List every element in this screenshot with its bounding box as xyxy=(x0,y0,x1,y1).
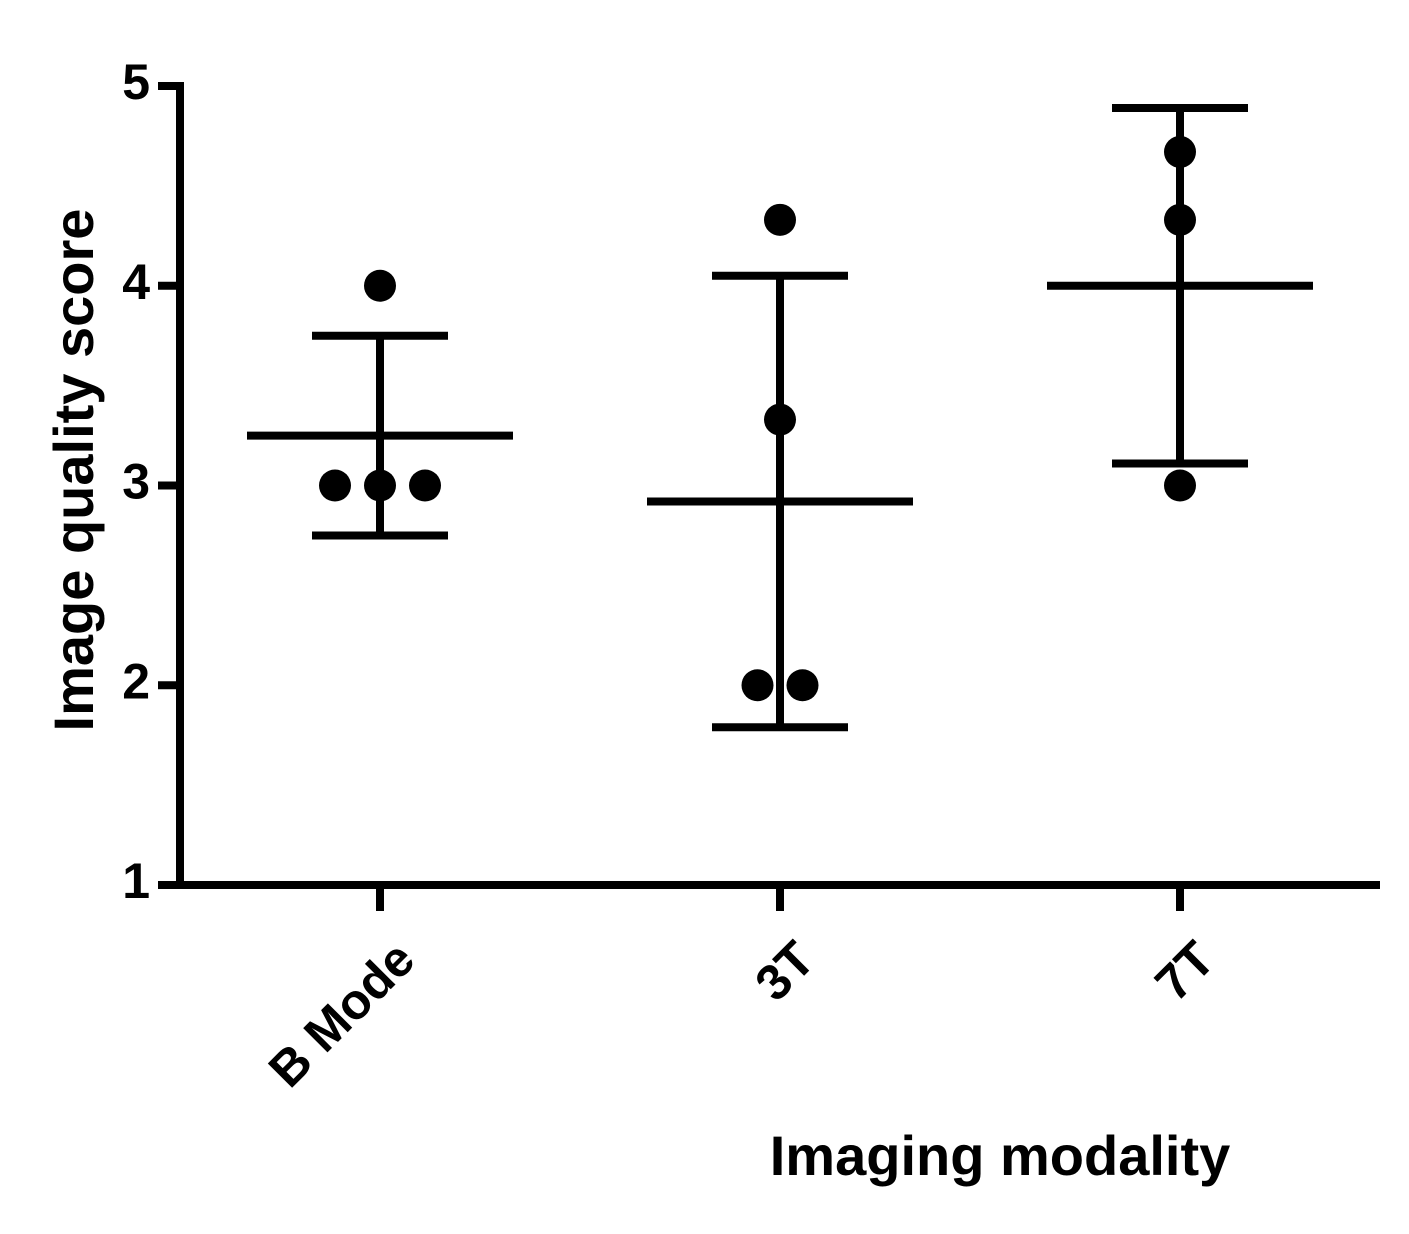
y-tick-label: 3 xyxy=(122,454,150,510)
data-point xyxy=(1164,203,1196,236)
y-tick-label: 4 xyxy=(122,254,150,310)
data-point xyxy=(764,403,796,436)
data-point xyxy=(764,203,796,236)
y-axis-label: Image quality score xyxy=(42,209,105,732)
x-tick-label: 7T xyxy=(1144,931,1225,1012)
data-point xyxy=(741,669,774,702)
y-tick-label: 1 xyxy=(122,853,150,909)
data-point xyxy=(319,469,351,502)
data-point xyxy=(409,469,441,502)
y-tick-label: 5 xyxy=(122,54,150,110)
data-point xyxy=(364,469,396,502)
x-tick-label: 3T xyxy=(744,931,825,1012)
data-point xyxy=(364,269,396,302)
data-point xyxy=(1164,469,1196,502)
data-point xyxy=(786,669,819,702)
x-tick-label: B Mode xyxy=(258,931,425,1098)
data-point xyxy=(1164,135,1196,168)
x-axis-label: Imaging modality xyxy=(770,1124,1231,1187)
y-tick-label: 2 xyxy=(122,653,150,709)
